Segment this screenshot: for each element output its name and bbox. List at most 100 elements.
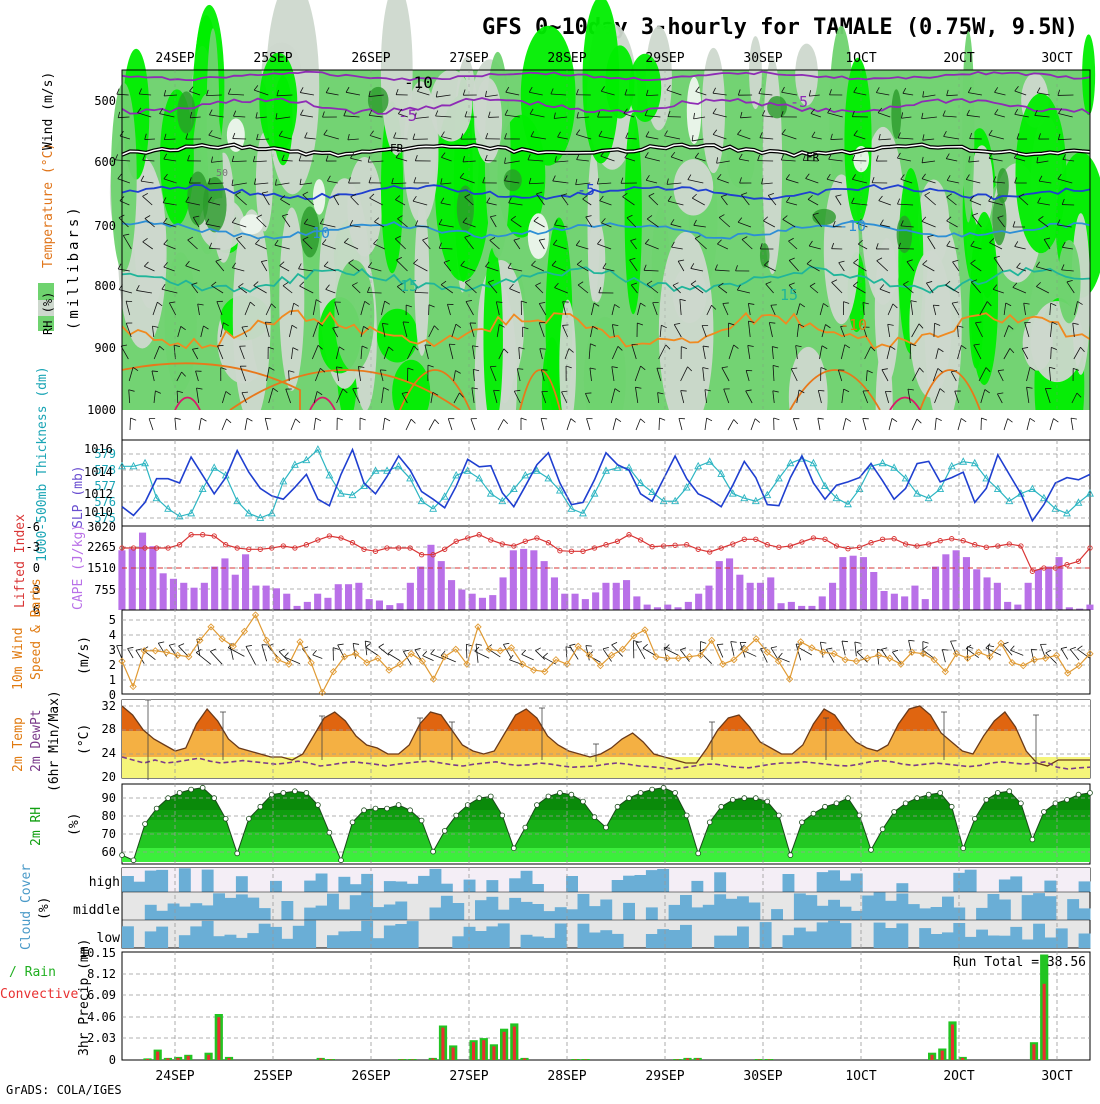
- rh-point: [362, 808, 367, 813]
- rh-band: [122, 832, 1090, 848]
- precip-conv-bar: [431, 1058, 434, 1060]
- date-label: 26SEP: [351, 1069, 390, 1084]
- cloud-block: [281, 939, 293, 948]
- precip-conv-bar: [768, 1060, 771, 1061]
- cloud-block: [988, 894, 1000, 920]
- cloud-block: [327, 894, 339, 920]
- cloud-block: [840, 907, 852, 920]
- cape-bar: [191, 588, 198, 610]
- wind10-barb: [117, 646, 122, 659]
- wind-barb-flag: [425, 345, 431, 346]
- cloud-block: [316, 906, 328, 920]
- cloud-block: [714, 872, 726, 892]
- cloud-block: [145, 871, 157, 892]
- pressure-tick: 900: [94, 341, 116, 355]
- cloud-level-label: low: [97, 931, 121, 946]
- cloud-block: [999, 880, 1011, 893]
- cloud-block: [555, 924, 567, 949]
- precip-conv-bar: [584, 1060, 587, 1061]
- cloud-block: [532, 937, 544, 949]
- rh-shading-blob: [844, 58, 871, 225]
- cloud-block: [464, 880, 476, 892]
- precip-conv-bar: [1032, 1044, 1035, 1060]
- cape-bar: [994, 583, 1001, 610]
- rh-point: [523, 825, 528, 830]
- cape-bar: [458, 590, 465, 610]
- cloud-block: [373, 938, 385, 948]
- rh-shading-blob: [702, 48, 725, 173]
- precip-conv-bar: [523, 1058, 526, 1060]
- precip-total-label: Total / Rain: [0, 965, 56, 980]
- cloud-block: [840, 881, 852, 892]
- cloud-block: [931, 934, 943, 948]
- rh-point: [673, 791, 678, 796]
- date-label: 27SEP: [449, 51, 488, 66]
- cloud-block: [657, 929, 669, 948]
- rh-point: [1030, 837, 1035, 842]
- cloud-block: [293, 926, 305, 948]
- cloud-block: [965, 937, 977, 948]
- isotherm-label: -5: [398, 106, 417, 125]
- cloud-block: [179, 868, 191, 892]
- wind10-tick: 1: [109, 673, 116, 687]
- rh-point: [511, 846, 516, 851]
- cloud-block: [805, 895, 817, 920]
- isotherm-label: 50: [216, 168, 228, 179]
- rh-tick: 60: [102, 845, 116, 859]
- date-label: 27SEP: [449, 1069, 488, 1084]
- cloud-block: [247, 933, 259, 948]
- wind-barb-flag: [541, 418, 547, 419]
- cape-bar: [808, 606, 815, 610]
- cloud-block: [338, 909, 350, 920]
- cape-bar: [705, 586, 712, 610]
- date-label: 1OCT: [845, 51, 876, 66]
- cape-bar: [221, 558, 228, 610]
- precip-conv-bar: [441, 1028, 444, 1060]
- cape-bar: [767, 577, 774, 610]
- temp-tick: 28: [102, 722, 116, 736]
- cloud-block: [156, 927, 168, 948]
- cloud-block: [1010, 927, 1022, 948]
- cloud-block: [680, 925, 692, 948]
- cloud-block: [760, 922, 772, 948]
- cape-bar: [850, 556, 857, 610]
- precip-conv-bar: [177, 1058, 180, 1060]
- cloud-block: [384, 926, 396, 949]
- rh-point: [707, 820, 712, 825]
- cloud-block: [1067, 899, 1079, 920]
- cape-bar: [695, 594, 702, 610]
- cape-bar: [726, 558, 733, 610]
- rh-point: [385, 806, 390, 811]
- cloud-block: [122, 876, 134, 892]
- cape-bar: [149, 546, 156, 610]
- cape-bar: [500, 577, 507, 610]
- rh-point: [811, 811, 816, 816]
- cloud-block: [623, 876, 635, 892]
- rh-point: [166, 796, 171, 801]
- cloud-block: [828, 900, 840, 920]
- isotherm-label: FR: [806, 151, 820, 164]
- precip-conv-bar: [676, 1060, 679, 1061]
- millibars-axis-label: (millibars): [66, 204, 82, 330]
- cloud-block: [486, 897, 498, 920]
- temperature-axis-label: Temperature (°C): [41, 143, 56, 268]
- cloud-block: [578, 924, 590, 948]
- rh-shading-blob: [812, 209, 836, 225]
- precip-axis-label: 3hr Precip (mm): [77, 939, 92, 1056]
- cape-bar: [613, 583, 620, 610]
- cape-bar: [386, 605, 393, 610]
- cape-bar: [376, 601, 383, 611]
- precip-conv-bar: [574, 1060, 577, 1061]
- cloud-block: [270, 881, 282, 892]
- rh-point: [834, 801, 839, 806]
- cape-bar: [1004, 602, 1011, 610]
- cloud-axis-label: Cloud Cover: [19, 864, 34, 950]
- rh-point: [212, 796, 217, 801]
- rh-point: [258, 804, 263, 809]
- slp-tick: 1016: [84, 442, 113, 456]
- rh-shading-blob: [559, 300, 576, 429]
- cloud-block: [532, 884, 544, 892]
- rh-point: [1088, 791, 1093, 796]
- rh-point: [131, 858, 136, 863]
- date-label: 24SEP: [155, 51, 194, 66]
